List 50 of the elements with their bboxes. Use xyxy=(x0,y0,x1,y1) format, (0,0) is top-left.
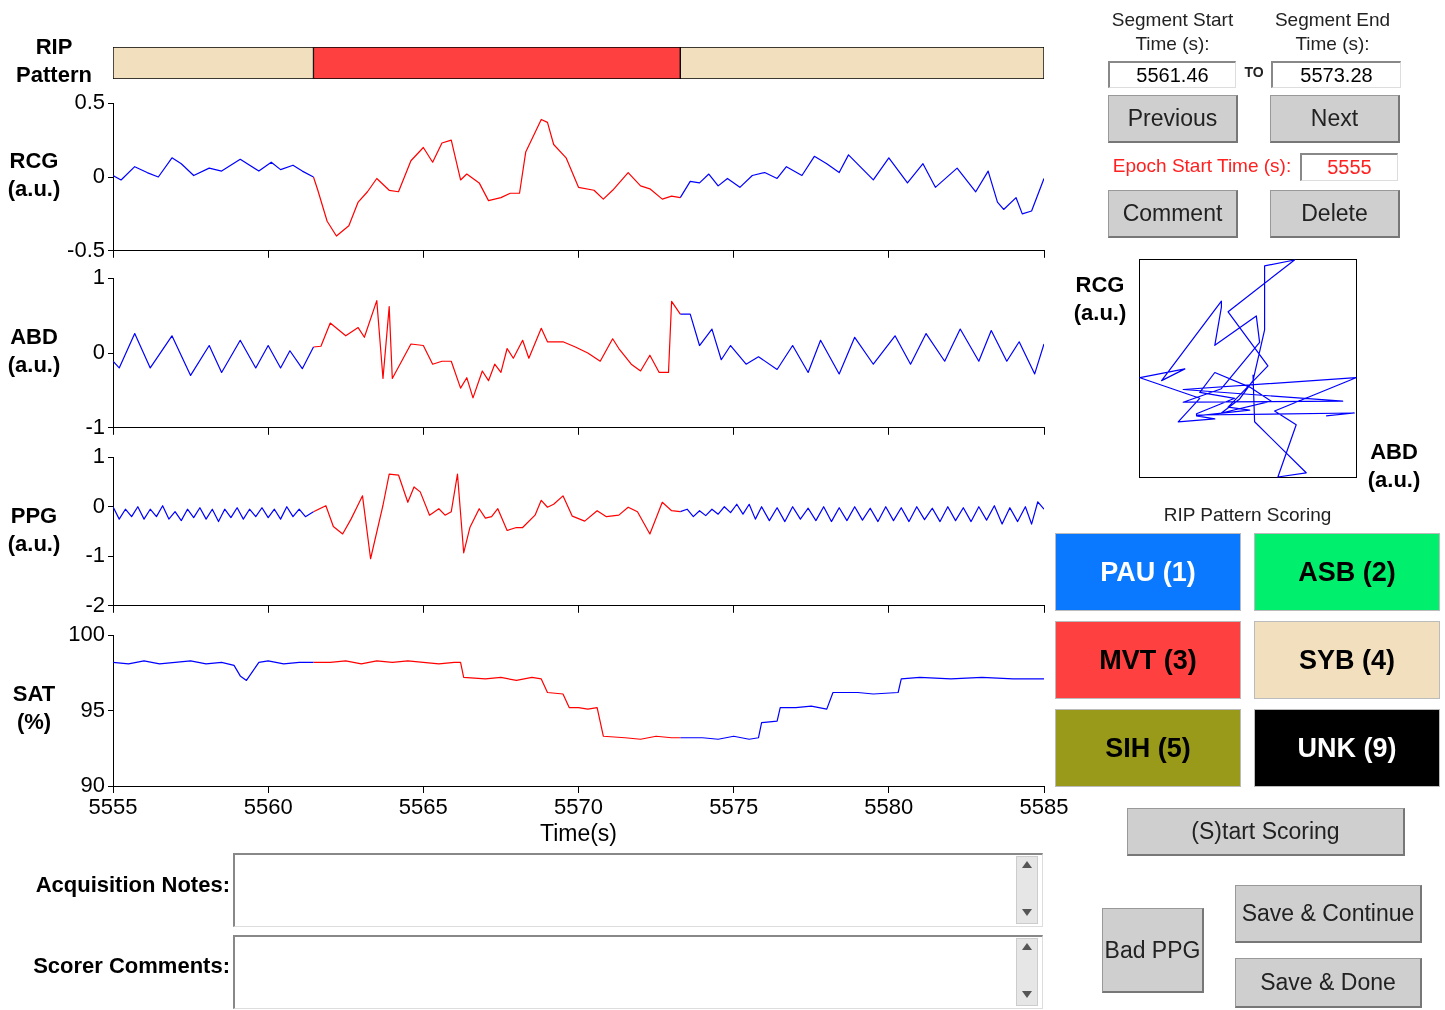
y-tick-label: 0 xyxy=(92,163,105,189)
y-tick-label: 0.5 xyxy=(74,89,105,115)
text: RIP Pattern Scoring xyxy=(1163,503,1332,527)
text: RCG (a.u.) xyxy=(1072,271,1128,327)
button: ASB (2) xyxy=(1254,533,1440,611)
text-field: 5561.46 xyxy=(1108,61,1236,88)
button: UNK (9) xyxy=(1254,709,1440,787)
x-tick-label: 5585 xyxy=(1019,794,1069,820)
button: Next xyxy=(1270,95,1400,143)
button: Delete xyxy=(1270,190,1400,238)
text: TO xyxy=(1244,63,1264,82)
y-axis-title: PPG (a.u.) xyxy=(6,501,62,558)
y-tick-label: 0 xyxy=(92,339,105,365)
button: Comment xyxy=(1108,190,1238,238)
text-field: 5573.28 xyxy=(1271,61,1401,88)
text: Acquisition Notes: xyxy=(35,872,230,897)
text: Segment End Time (s): xyxy=(1273,8,1392,56)
button: (S)tart Scoring xyxy=(1127,808,1405,856)
x-axis-title: Time(s) xyxy=(538,820,619,847)
y-tick-label: -0.5 xyxy=(67,236,105,262)
text: Scorer Comments: xyxy=(33,953,230,978)
x-tick-label: 5570 xyxy=(554,794,603,820)
button: SIH (5) xyxy=(1055,709,1241,787)
x-tick-label: 5565 xyxy=(398,794,448,820)
y-axis-title: RCG (a.u.) xyxy=(6,147,62,203)
button: Save & Done xyxy=(1235,958,1422,1008)
button: SYB (4) xyxy=(1254,621,1440,699)
button: PAU (1) xyxy=(1055,533,1241,611)
y-tick-label: 0 xyxy=(92,492,105,518)
text-field: 5555 xyxy=(1300,153,1398,181)
button: Bad PPG xyxy=(1102,908,1204,993)
text: ABD (a.u.) xyxy=(1366,438,1422,494)
y-axis-title: RIP Pattern xyxy=(15,33,93,89)
x-tick-label: 5560 xyxy=(243,794,293,820)
y-axis-title: ABD (a.u.) xyxy=(6,323,62,379)
button: Previous xyxy=(1108,95,1238,143)
x-tick-label: 5580 xyxy=(864,794,914,820)
button: Save & Continue xyxy=(1235,885,1422,943)
y-tick-label: -1 xyxy=(85,413,105,439)
y-tick-label: 1 xyxy=(92,443,105,469)
y-tick-label: -1 xyxy=(85,542,105,568)
button: MVT (3) xyxy=(1055,621,1241,699)
y-axis-title: SAT (%) xyxy=(11,679,57,736)
y-tick-label: -2 xyxy=(85,591,105,617)
y-tick-label: 1 xyxy=(92,264,105,290)
text: Epoch Start Time (s): xyxy=(1112,154,1292,178)
text: Segment Start Time (s): xyxy=(1110,8,1235,56)
x-tick-label: 5575 xyxy=(709,794,759,820)
y-tick-label: 95 xyxy=(80,696,105,722)
y-tick-label: 100 xyxy=(68,621,105,647)
